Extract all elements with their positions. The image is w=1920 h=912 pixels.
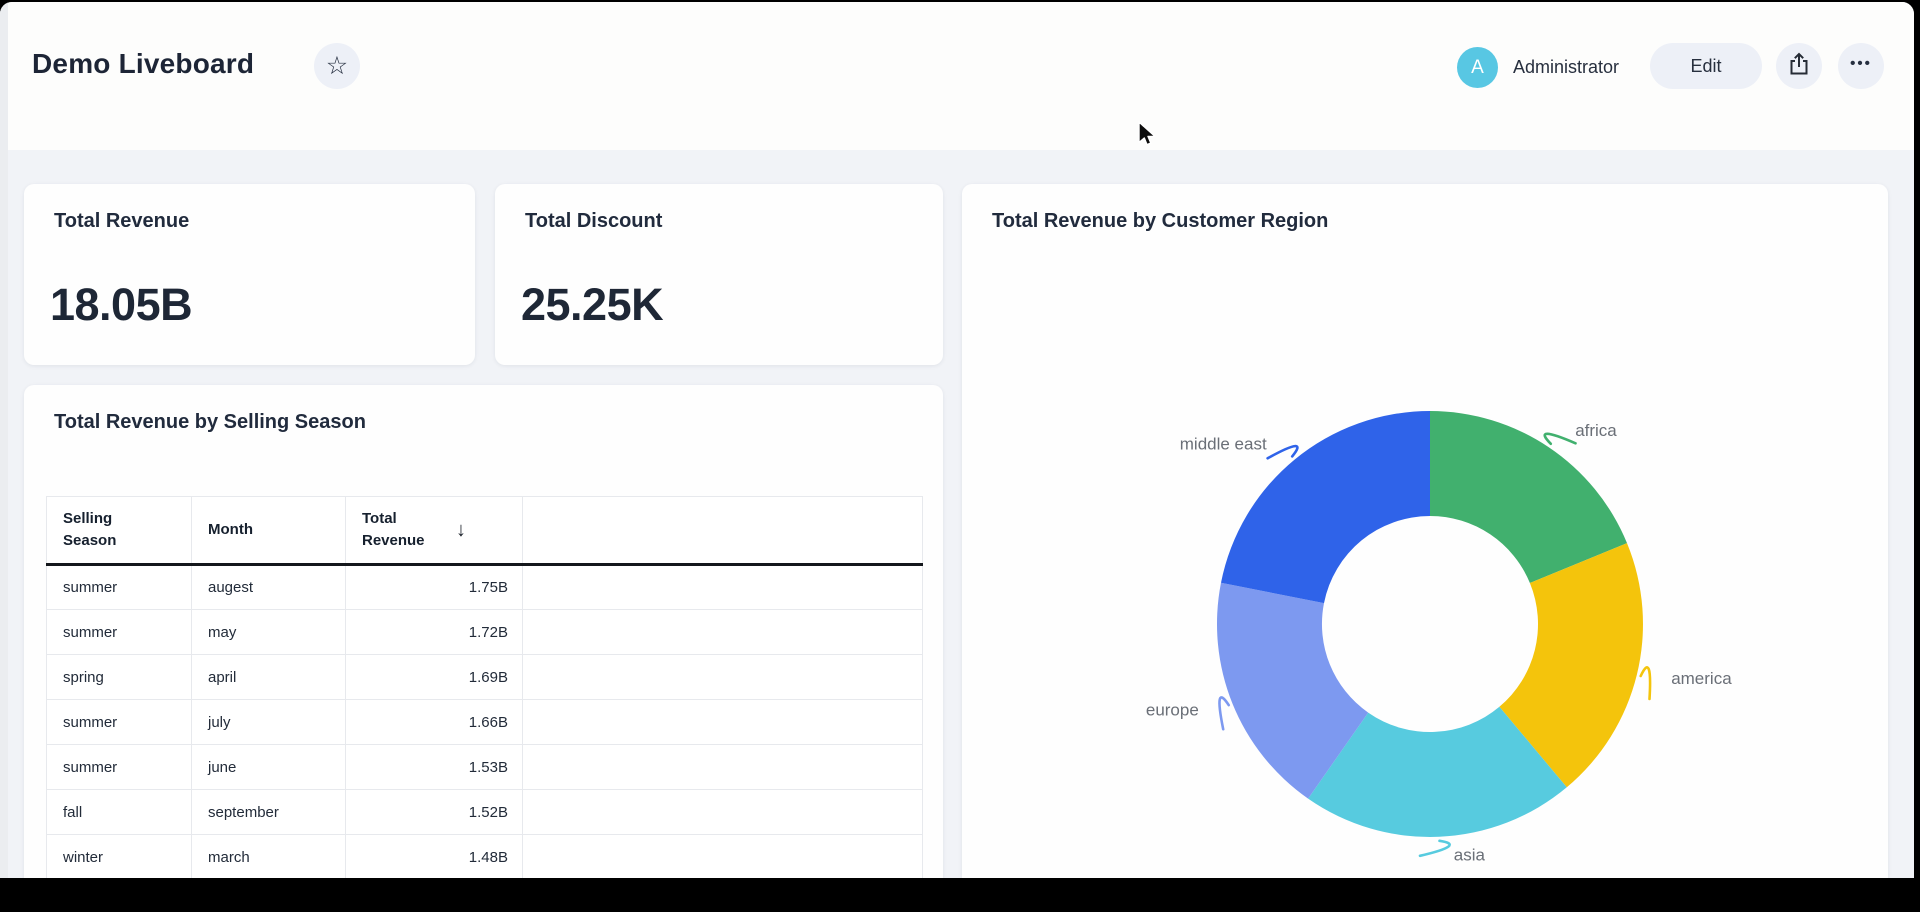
donut-label-middle-east: middle east [1180,434,1267,453]
edit-button[interactable]: Edit [1650,43,1762,89]
column-header-total-revenue[interactable]: Total Revenue ↓ [345,496,523,566]
cell-revenue: 1.72B [345,609,523,655]
table-header-row: Selling Season Month Total Revenue ↓ [46,496,923,566]
donut-label-america: america [1671,669,1732,688]
page-title: Demo Liveboard [32,48,255,79]
donut-slice-africa[interactable] [1430,411,1627,583]
cell-empty [522,609,923,655]
chart-card-title: Total Revenue by Customer Region [992,210,1329,232]
kpi-title: Total Revenue [54,210,190,232]
cell-revenue: 1.75B [345,564,523,610]
cell-month: june [191,744,346,790]
donut-label-africa: africa [1575,421,1617,440]
donut-label-connector [1218,696,1230,731]
cell-empty [522,654,923,700]
kpi-card-total-revenue[interactable]: Total Revenue 18.05B [24,184,475,365]
kpi-card-total-discount[interactable]: Total Discount 25.25K [495,184,943,365]
cell-month: march [191,834,346,878]
cell-season: fall [46,789,192,835]
ellipsis-icon: ••• [1850,54,1872,72]
donut-slice-middle-east[interactable] [1221,411,1430,604]
cell-revenue: 1.48B [345,834,523,878]
donut-label-connector [1418,839,1451,858]
app-window: Demo Liveboard ☆ A Administrator Edit [0,2,1914,878]
user-name-label: Administrator [1513,57,1620,77]
table-card-title: Total Revenue by Selling Season [54,411,366,433]
avatar[interactable]: A [1457,47,1498,88]
cell-empty [522,699,923,745]
cell-season: summer [46,699,192,745]
donut-label-connector [1639,666,1652,701]
kpi-title: Total Discount [525,210,663,232]
cell-empty [522,834,923,878]
cell-month: july [191,699,346,745]
table-row[interactable]: fall september 1.52B [46,789,923,835]
share-icon [1787,51,1811,82]
donut-label-europe: europe [1146,700,1199,719]
donut-slice-america[interactable] [1499,543,1643,788]
cell-season: summer [46,564,192,610]
table-row[interactable]: summer july 1.66B [46,699,923,745]
chart-card-customer-region: Total Revenue by Customer Region africa a… [962,184,1888,878]
cell-season: summer [46,609,192,655]
cell-empty [522,744,923,790]
kpi-value: 25.25K [521,279,664,330]
cell-empty [522,789,923,835]
cell-revenue: 1.69B [345,654,523,700]
column-header-empty [522,496,923,566]
donut-chart: africa america asia europe middle east [1146,411,1732,864]
cell-season: spring [46,654,192,700]
window-left-edge [0,2,8,878]
data-table: Selling Season Month Total Revenue ↓ [46,496,923,878]
donut-slice-asia[interactable] [1308,706,1567,837]
kpi-value: 18.05B [50,279,193,330]
table-row[interactable]: winter march 1.48B [46,834,923,878]
cell-season: winter [46,834,192,878]
more-options-button[interactable]: ••• [1838,43,1884,89]
liveboard-header: Demo Liveboard ☆ A Administrator Edit [0,2,1914,150]
table-row[interactable]: summer may 1.72B [46,609,923,655]
table-card-selling-season: Total Revenue by Selling Season Selling … [24,385,943,878]
table-row[interactable]: spring april 1.69B [46,654,923,700]
cell-month: september [191,789,346,835]
table-row[interactable]: summer augest 1.75B [46,564,923,610]
donut-label-connector [1266,444,1299,460]
edit-button-label: Edit [1690,55,1722,76]
cell-revenue: 1.66B [345,699,523,745]
star-icon: ☆ [325,51,349,80]
cell-month: augest [191,564,346,610]
sort-descending-icon[interactable]: ↓ [456,518,466,541]
cell-month: april [191,654,346,700]
donut-slice-europe[interactable] [1216,582,1369,799]
avatar-initial: A [1471,56,1484,78]
cell-month: may [191,609,346,655]
cell-season: summer [46,744,192,790]
donut-label-asia: asia [1454,845,1486,864]
cell-revenue: 1.53B [345,744,523,790]
column-header-selling-season[interactable]: Selling Season [46,496,192,566]
table-row[interactable]: summer june 1.53B [46,744,923,790]
favorite-button[interactable]: ☆ [314,43,360,89]
column-header-month[interactable]: Month [191,496,346,566]
share-button[interactable] [1776,43,1822,89]
donut-label-connector [1543,432,1577,446]
cell-revenue: 1.52B [345,789,523,835]
cell-empty [522,564,923,610]
